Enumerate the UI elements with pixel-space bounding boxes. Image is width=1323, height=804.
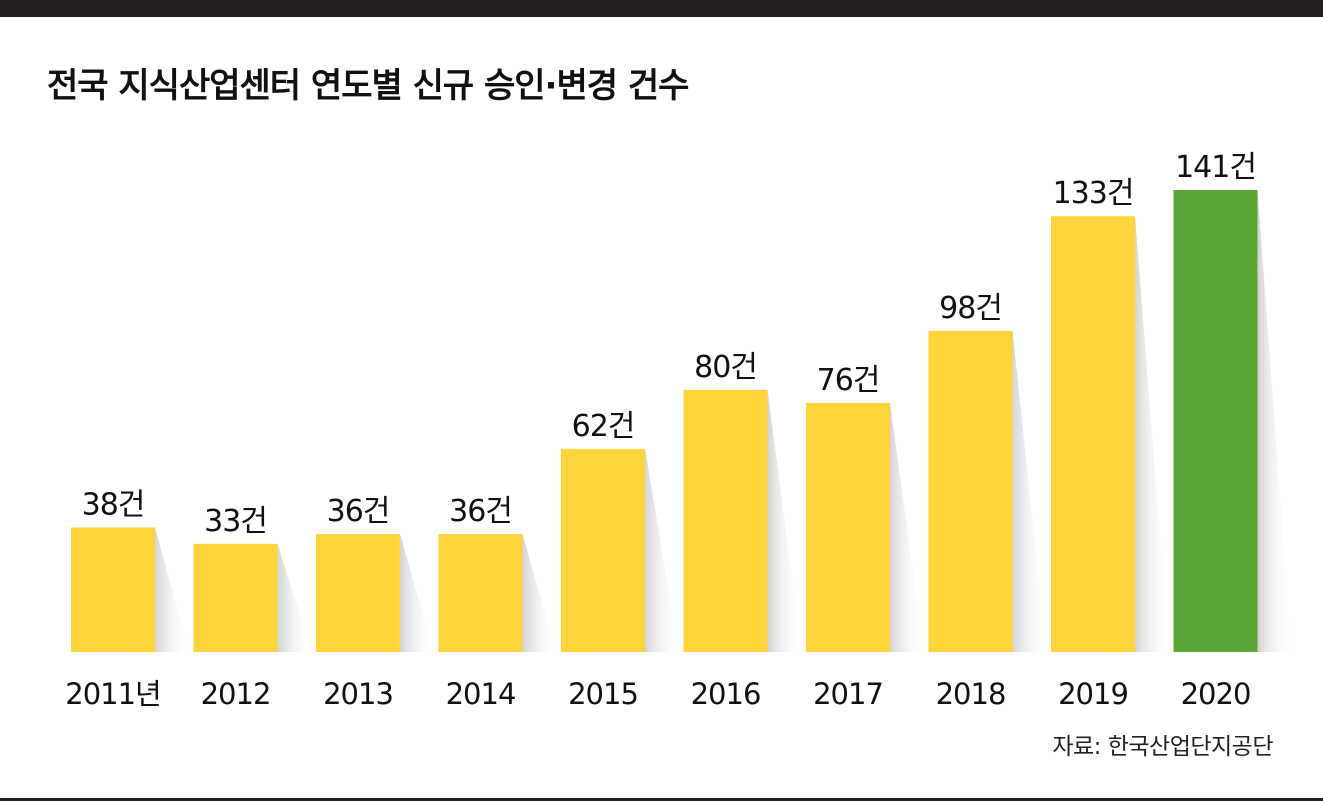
chart-title: 전국 지식산업센터 연도별 신규 승인·변경 건수	[47, 66, 689, 106]
value-label: 98건	[939, 291, 1002, 326]
bottom-rule	[0, 798, 1323, 801]
category-label: 2012	[201, 677, 271, 711]
value-label: 62건	[572, 409, 635, 444]
bar-2014	[438, 534, 523, 652]
top-rule	[0, 0, 1323, 17]
bar-shadow	[645, 448, 679, 652]
category-label: 2019	[1058, 677, 1128, 711]
value-label: 36건	[327, 494, 390, 529]
category-label: 2015	[568, 677, 638, 711]
bar-2017	[806, 402, 890, 652]
bar-shadow	[400, 534, 434, 652]
category-label: 2011년	[65, 677, 160, 711]
bar-2013	[316, 534, 400, 652]
bar-shadow	[522, 534, 557, 652]
bar-2018	[928, 330, 1013, 652]
bar-shadow	[1012, 330, 1047, 652]
bar-shadow	[277, 543, 312, 652]
value-label: 36건	[449, 494, 512, 529]
value-label: 76건	[817, 363, 880, 398]
bar-shadow	[767, 389, 802, 652]
bar-2016	[683, 389, 768, 652]
category-label: 2017	[813, 677, 883, 711]
bar-2019	[1051, 216, 1135, 652]
bar-shadow	[155, 527, 189, 652]
bar-shadow	[1257, 190, 1292, 652]
value-label: 33건	[204, 504, 267, 539]
source-note: 자료: 한국산업단지공단	[1052, 734, 1273, 760]
category-label: 2014	[446, 677, 516, 711]
bar-2015	[561, 448, 645, 652]
bar-shadow	[890, 402, 924, 652]
category-label: 2016	[691, 677, 761, 711]
category-label: 2018	[936, 677, 1006, 711]
category-label: 2020	[1181, 677, 1251, 711]
bar-2020	[1173, 190, 1258, 652]
value-label: 38건	[82, 487, 145, 522]
bar-shadow	[1135, 216, 1169, 652]
category-label: 2013	[323, 677, 393, 711]
value-label: 141건	[1175, 150, 1256, 185]
value-label: 80건	[694, 350, 757, 385]
bar-2011년	[71, 527, 155, 652]
bar-2012	[193, 543, 278, 652]
value-label: 133건	[1053, 176, 1134, 211]
